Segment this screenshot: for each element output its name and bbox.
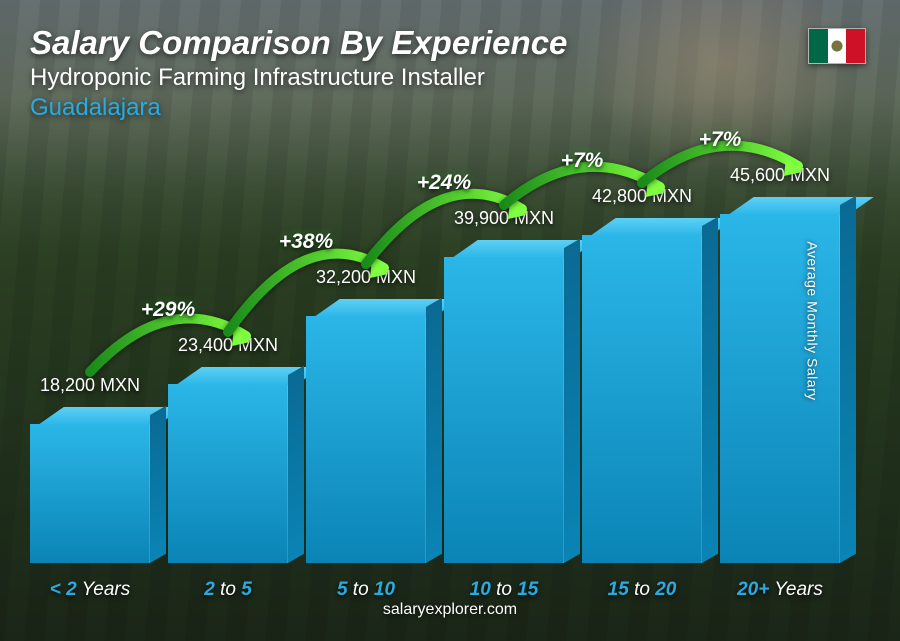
bar-side-face: [564, 239, 580, 563]
bar-front-face: [306, 316, 426, 563]
footer-source: salaryexplorer.com: [30, 601, 870, 621]
x-axis-label: 20+ Years: [720, 579, 840, 601]
bar-3d: [306, 298, 426, 563]
flag-emblem-icon: [831, 40, 843, 52]
bar-side-face: [288, 366, 304, 563]
bar-side-face: [840, 196, 856, 563]
header: Salary Comparison By Experience Hydropon…: [30, 24, 870, 122]
bar-value-label: 32,200 MXN: [316, 267, 416, 288]
bar-slot: 39,900 MXN: [444, 208, 564, 563]
bar-front-face: [444, 257, 564, 563]
y-axis-label: Average Monthly Salary: [804, 241, 820, 400]
bar-value-label: 39,900 MXN: [454, 208, 554, 229]
x-axis-label: < 2 Years: [30, 579, 150, 601]
chart-subtitle: Hydroponic Farming Infrastructure Instal…: [30, 64, 870, 92]
bars-row: 18,200 MXN 23,400 MXN 32,200 MXN 39,900 MXN…: [30, 143, 840, 563]
bar-side-face: [150, 406, 166, 563]
bar-front-face: [168, 384, 288, 563]
bar-slot: 32,200 MXN: [306, 267, 426, 563]
bar-side-face: [702, 217, 718, 563]
bar-value-label: 42,800 MXN: [592, 186, 692, 207]
bar-slot: 45,600 MXN: [720, 165, 840, 563]
x-axis: < 2 Years 2 to 5 5 to 10 10 to 15 15 to 20 20…: [30, 579, 840, 601]
chart-title: Salary Comparison By Experience: [30, 24, 870, 62]
bar-side-face: [426, 298, 442, 563]
chart-location: Guadalajara: [30, 94, 870, 122]
bar-value-label: 23,400 MXN: [178, 335, 278, 356]
bar-3d: [30, 406, 150, 563]
bar-3d: [444, 239, 564, 563]
bar-value-label: 18,200 MXN: [40, 375, 140, 396]
x-axis-label: 2 to 5: [168, 579, 288, 601]
bar-3d: [720, 196, 840, 563]
bar-value-label: 45,600 MXN: [730, 165, 830, 186]
flag-stripe-left: [809, 29, 828, 63]
chart-area: 18,200 MXN 23,400 MXN 32,200 MXN 39,900 MXN…: [30, 132, 840, 601]
x-axis-label: 10 to 15: [444, 579, 564, 601]
flag-stripe-center: [828, 29, 847, 63]
bar-front-face: [30, 424, 150, 563]
x-axis-label: 15 to 20: [582, 579, 702, 601]
bar-3d: [168, 366, 288, 563]
bar-slot: 18,200 MXN: [30, 375, 150, 563]
bar-front-face: [582, 235, 702, 563]
bar-slot: 42,800 MXN: [582, 186, 702, 563]
country-flag-icon: [808, 28, 866, 64]
chart-container: Salary Comparison By Experience Hydropon…: [0, 0, 900, 641]
bar-3d: [582, 217, 702, 563]
x-axis-label: 5 to 10: [306, 579, 426, 601]
flag-stripe-right: [846, 29, 865, 63]
bar-slot: 23,400 MXN: [168, 335, 288, 563]
bar-front-face: [720, 214, 840, 563]
